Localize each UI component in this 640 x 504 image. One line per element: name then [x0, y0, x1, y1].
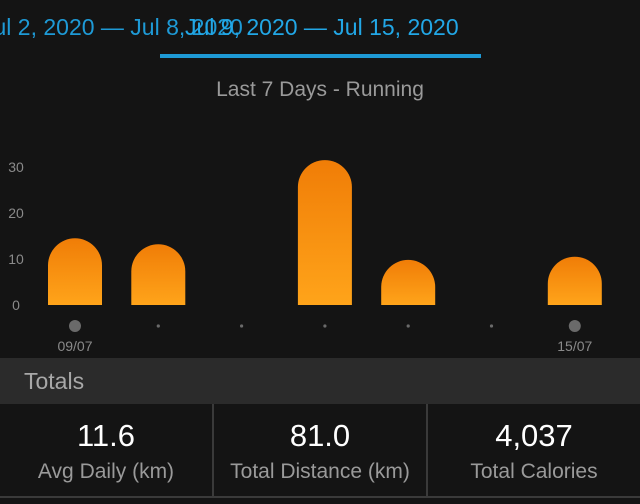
bar-12/07[interactable]	[297, 160, 352, 305]
totals-stats: 11.6 Avg Daily (km) 81.0 Total Distance …	[0, 404, 640, 496]
day-dot	[489, 324, 494, 328]
y-tick-label: 0	[12, 297, 20, 313]
active-tab-indicator	[160, 54, 481, 58]
bar-09/07[interactable]	[48, 238, 102, 305]
tab-current-week[interactable]: Jul 9, 2020 — Jul 15, 2020	[185, 14, 459, 40]
day-dot	[156, 324, 160, 328]
stat-total-distance[interactable]: 81.0 Total Distance (km)	[212, 404, 426, 496]
bar-13/07[interactable]	[381, 259, 436, 305]
stat-label: Total Distance (km)	[230, 460, 410, 483]
divider	[0, 496, 640, 498]
totals-header: Totals	[0, 358, 640, 404]
day-dot	[323, 324, 327, 328]
stat-value: 11.6	[76, 418, 136, 453]
y-tick-label: 20	[8, 205, 24, 221]
bar-10/07[interactable]	[131, 244, 186, 305]
stat-avg-daily[interactable]: 11.6 Avg Daily (km)	[0, 404, 212, 496]
bar-15/07[interactable]	[547, 256, 602, 305]
x-tick-label: 09/07	[57, 338, 92, 354]
date-range-tabs: Jul 2, 2020 — Jul 8, 2020 Jul 9, 2020 — …	[0, 0, 640, 60]
day-dot	[406, 324, 410, 328]
y-tick-label: 30	[8, 159, 24, 175]
date-marker-dot	[568, 320, 581, 332]
chart-svg: 0 10 20 30 09/07 15/07	[8, 159, 602, 354]
stat-label: Total Calories	[470, 460, 598, 483]
day-dot	[240, 324, 244, 328]
totals-heading: Totals	[24, 368, 85, 394]
chart-title: Last 7 Days - Running	[216, 78, 424, 101]
stat-value: 4,037	[495, 418, 573, 453]
tab-previous-week[interactable]: Jul 2, 2020 — Jul 8, 2020	[0, 14, 243, 40]
date-marker-dot	[69, 320, 81, 332]
stat-total-calories[interactable]: 4,037 Total Calories	[426, 404, 640, 496]
running-bar-chart[interactable]: 0 10 20 30 09/07 15/07	[0, 140, 640, 360]
stat-value: 81.0	[289, 418, 351, 453]
y-tick-label: 10	[8, 251, 24, 267]
x-tick-label: 15/07	[557, 338, 592, 354]
stat-label: Avg Daily (km)	[37, 460, 175, 483]
